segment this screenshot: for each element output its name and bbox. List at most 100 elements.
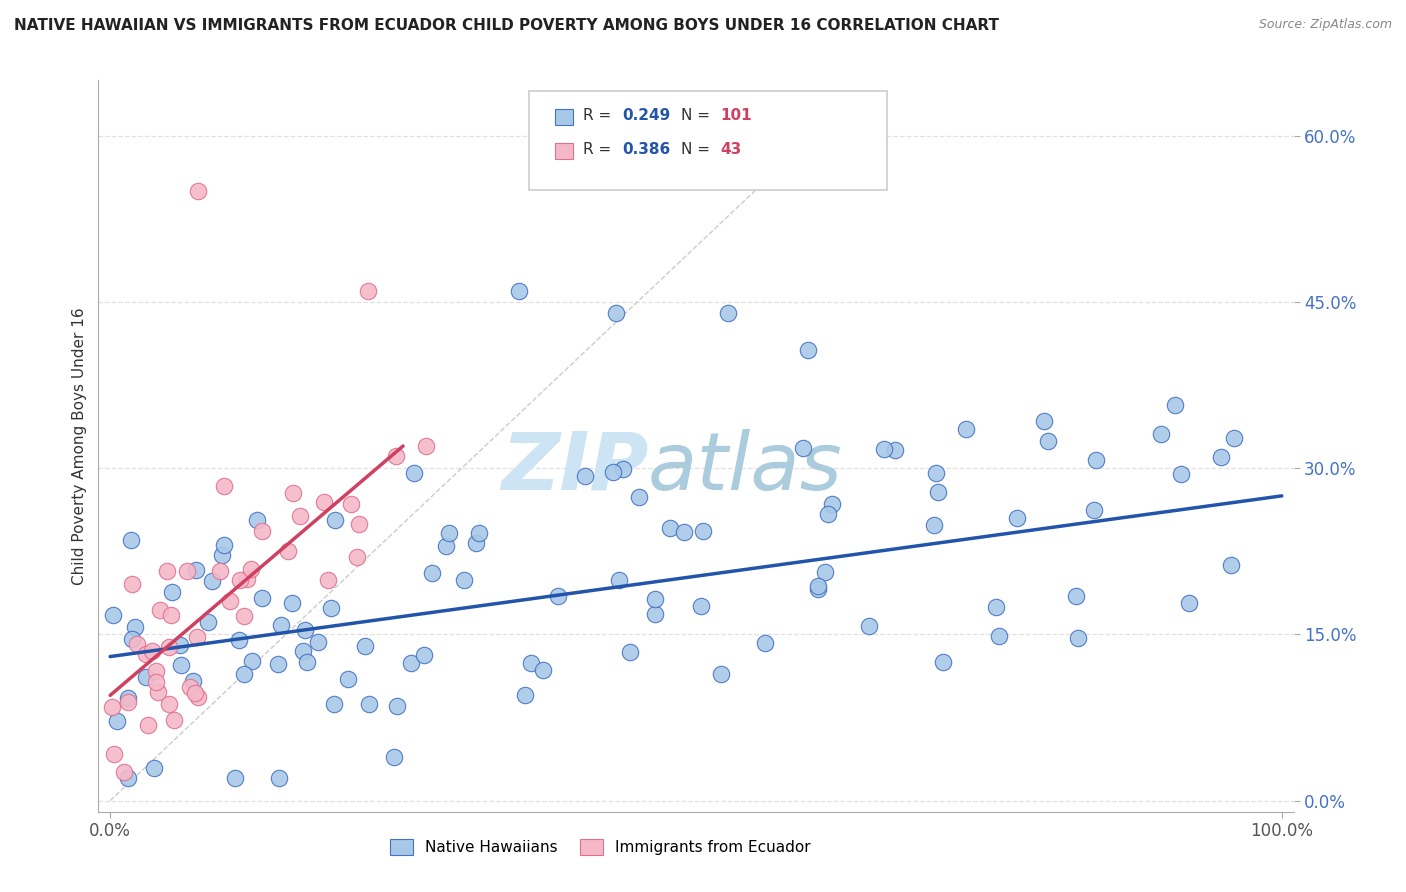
Point [434, 539, 457, 553]
Point [1032, 413, 1054, 427]
Point [212, 538, 235, 552]
Point [252, 591, 274, 605]
Point [1083, 502, 1105, 516]
Point [644, 607, 666, 621]
Point [883, 442, 905, 457]
Point [224, 772, 246, 786]
Point [858, 619, 880, 633]
Point [235, 573, 257, 587]
Point [644, 592, 666, 607]
Point [149, 603, 172, 617]
Point [117, 772, 139, 786]
Point [607, 574, 630, 588]
Point [214, 478, 236, 492]
Text: atlas: atlas [648, 429, 844, 507]
Point [412, 648, 434, 662]
Point [246, 513, 269, 527]
Text: 0.386: 0.386 [623, 143, 671, 158]
Point [267, 772, 290, 786]
Point [619, 645, 641, 659]
Point [531, 664, 554, 678]
Point [101, 700, 124, 714]
Point [240, 654, 263, 668]
Point [932, 655, 955, 669]
Text: 43: 43 [720, 143, 741, 158]
Legend: Native Hawaiians, Immigrants from Ecuador: Native Hawaiians, Immigrants from Ecuado… [389, 839, 811, 855]
Point [121, 577, 143, 591]
Point [1222, 432, 1244, 446]
Point [176, 564, 198, 578]
Point [336, 672, 359, 686]
Text: ZIP: ZIP [501, 429, 648, 507]
Point [520, 657, 543, 671]
Point [437, 526, 460, 541]
Point [323, 698, 346, 712]
Point [292, 644, 315, 658]
Point [574, 469, 596, 483]
FancyBboxPatch shape [529, 91, 887, 190]
Point [169, 639, 191, 653]
Text: Source: ZipAtlas.com: Source: ZipAtlas.com [1258, 18, 1392, 31]
Point [807, 579, 830, 593]
Point [187, 690, 209, 705]
Point [229, 574, 252, 588]
Point [281, 486, 304, 500]
Point [1178, 595, 1201, 609]
Point [277, 543, 299, 558]
Point [792, 441, 814, 455]
Point [233, 667, 256, 681]
Point [347, 517, 370, 532]
Point [690, 599, 713, 613]
Point [307, 635, 329, 649]
Point [312, 494, 335, 508]
Point [101, 607, 124, 622]
Point [354, 639, 377, 653]
Point [179, 680, 201, 694]
Text: R =: R = [583, 143, 616, 158]
Point [987, 629, 1010, 643]
Point [156, 564, 179, 578]
Point [754, 636, 776, 650]
Point [294, 623, 316, 637]
Point [136, 718, 159, 732]
Point [339, 497, 361, 511]
Point [814, 565, 837, 579]
Point [184, 686, 207, 700]
Point [359, 697, 381, 711]
Point [402, 466, 425, 480]
Point [602, 465, 624, 479]
Point [1164, 398, 1187, 412]
Point [112, 765, 135, 780]
Text: 0.249: 0.249 [623, 108, 671, 123]
Y-axis label: Child Poverty Among Boys Under 16: Child Poverty Among Boys Under 16 [72, 307, 87, 585]
Point [1220, 558, 1243, 573]
Point [267, 657, 290, 671]
Point [984, 600, 1007, 615]
Point [197, 615, 219, 629]
Point [399, 656, 422, 670]
Point [125, 637, 148, 651]
Point [135, 647, 157, 661]
Point [922, 517, 945, 532]
Text: N =: N = [681, 108, 714, 123]
Point [927, 484, 949, 499]
Point [1038, 434, 1060, 448]
Point [1005, 510, 1028, 524]
Point [103, 747, 125, 761]
Point [270, 617, 292, 632]
Point [186, 630, 208, 644]
Point [124, 620, 146, 634]
Point [465, 535, 488, 549]
Point [1064, 589, 1087, 603]
Point [925, 466, 948, 480]
Point [141, 644, 163, 658]
Point [346, 550, 368, 565]
Point [159, 640, 181, 655]
Point [233, 608, 256, 623]
Point [672, 524, 695, 539]
Point [321, 601, 343, 615]
Point [163, 713, 186, 727]
Point [807, 582, 830, 596]
Point [357, 284, 380, 298]
Point [201, 574, 224, 588]
